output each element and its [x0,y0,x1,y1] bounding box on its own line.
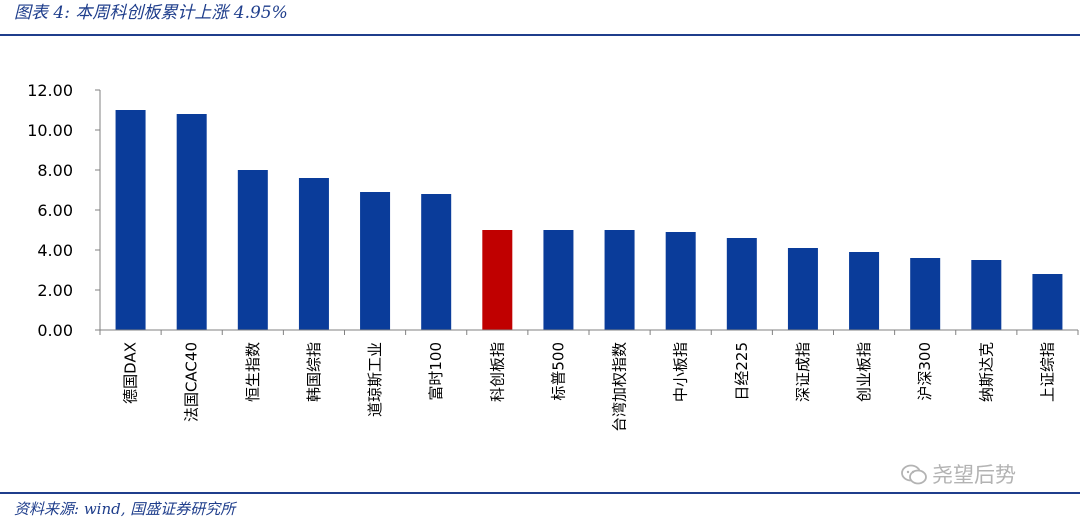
bar-chart: 0.00 2.00 4.00 6.00 8.00 10.00 12.00 德国DAX 法国CA… [27,81,1079,432]
source-note: 资料来源: wind, 国盛证券研究所 [14,500,236,518]
figure-title: 图表 4: 本周科创板累计上涨 4.95% [14,3,288,23]
watermark: 尧望后势 [900,460,1016,490]
x-category-label: 沪深300 [916,342,934,401]
x-category-label: 创业板指 [855,342,873,402]
x-category-label: 纳斯达克 [977,342,995,402]
bar [665,232,696,330]
x-category-label: 德国DAX [122,342,140,404]
x-category-label: 深证成指 [794,342,812,402]
x-category-label: 恒生指数 [244,342,262,402]
bar [115,110,146,330]
y-tick-label: 10.00 [27,121,73,140]
bar [176,114,207,330]
bar [849,252,880,330]
x-category-label: 韩国综指 [305,342,323,402]
bar [1032,274,1063,330]
x-category-label: 法国CAC40 [183,342,201,422]
x-category-label: 科创板指 [488,342,506,402]
bar [971,260,1002,330]
bar [910,258,941,330]
x-category-label: 上证综指 [1038,342,1056,402]
x-category-label: 中小板指 [672,342,690,402]
x-axis [99,329,1079,335]
bar [237,170,268,330]
x-category-label: 日经225 [733,342,751,401]
x-category-label: 道琼斯工业 [366,342,384,417]
bottom-rule [0,492,1080,494]
x-category-label: 富时100 [427,342,445,401]
y-tick-label: 8.00 [37,161,73,180]
bar [604,230,635,330]
y-tick-label: 0.00 [37,321,73,340]
bars [115,110,1063,330]
x-category-label: 台湾加权指数 [611,342,629,432]
bar [543,230,574,330]
bar [298,178,329,330]
wechat-icon [901,464,927,485]
x-category-label: 标普500 [549,342,567,401]
y-tick-label: 4.00 [37,241,73,260]
bar [421,194,452,330]
y-axis: 0.00 2.00 4.00 6.00 8.00 10.00 12.00 [27,81,101,340]
watermark-text: 尧望后势 [932,463,1016,487]
y-tick-label: 12.00 [27,81,73,100]
bar [787,248,818,330]
bar [726,238,757,330]
bar [360,192,391,330]
y-tick-label: 6.00 [37,201,73,220]
top-rule [0,34,1080,36]
category-labels: 德国DAX 法国CAC40 恒生指数 韩国综指 道琼斯工业 富时100 科创板指 标普500 台… [122,342,1057,432]
bar [482,230,513,330]
y-tick-label: 2.00 [37,281,73,300]
